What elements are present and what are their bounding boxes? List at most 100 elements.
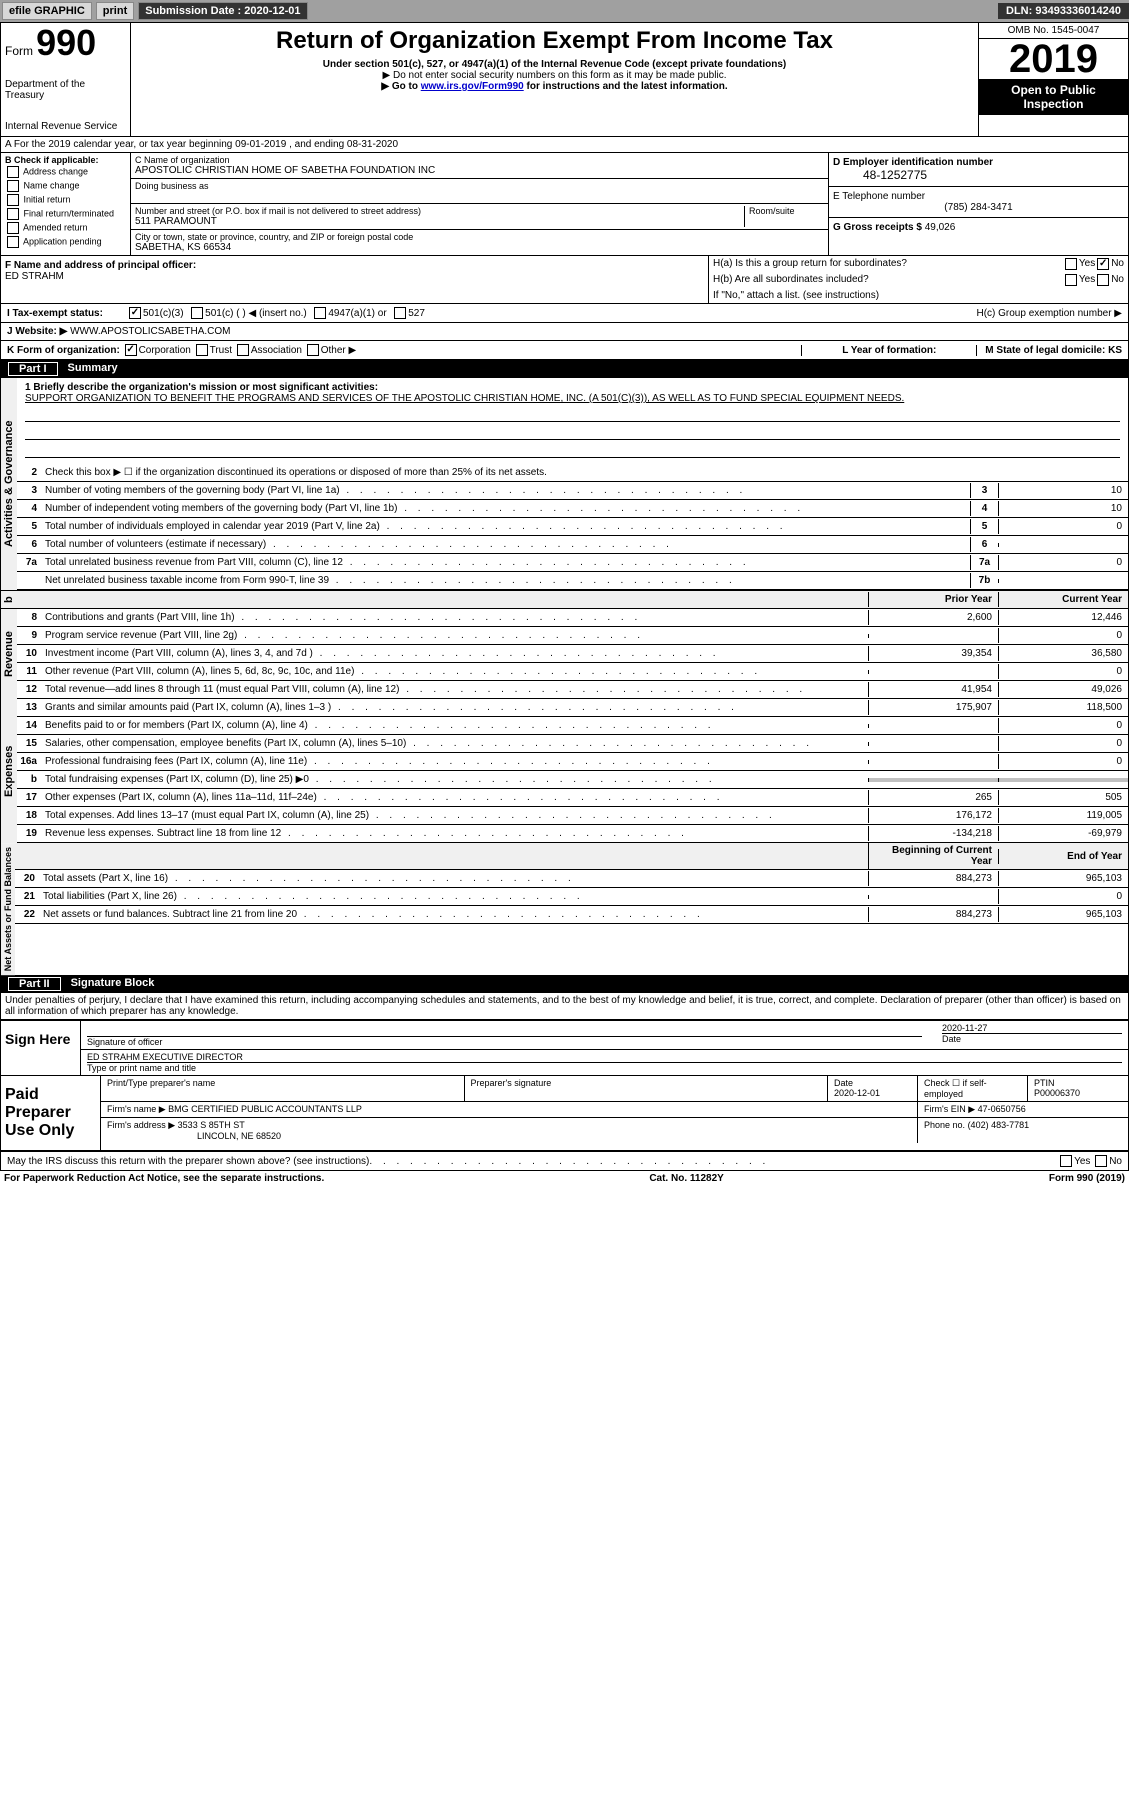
chk-initial-return[interactable] [7,194,19,206]
chk-discuss-no[interactable] [1095,1155,1107,1167]
city-label: City or town, state or province, country… [135,232,824,242]
section-b-header: B Check if applicable: [5,155,126,165]
footer-left: For Paperwork Reduction Act Notice, see … [4,1173,324,1184]
chk-final-return[interactable] [7,208,19,220]
chk-501c3[interactable] [129,307,141,319]
paid-preparer-label: Paid Preparer Use Only [1,1076,101,1150]
line-8: 8Contributions and grants (Part VIII, li… [17,609,1128,627]
footer-right: Form 990 (2019) [1049,1173,1125,1184]
efile-button[interactable]: efile GRAPHIC [2,2,92,20]
line-10: 10Investment income (Part VIII, column (… [17,645,1128,663]
top-toolbar: efile GRAPHIC print Submission Date : 20… [0,0,1129,22]
part1-num: Part I [8,362,58,376]
chk-ha-yes[interactable] [1065,258,1077,270]
col-end: End of Year [998,849,1128,864]
line-14: 14Benefits paid to or for members (Part … [17,717,1128,735]
firm-addr2: LINCOLN, NE 68520 [107,1131,911,1141]
ein-label: D Employer identification number [833,157,1124,168]
chk-corp[interactable] [125,344,137,356]
firm-ein-label: Firm's EIN ▶ [924,1104,975,1114]
chk-hb-no[interactable] [1097,274,1109,286]
gross-value: 49,026 [925,222,956,233]
street-address: 511 PARAMOUNT [135,216,744,227]
form-number: 990 [36,22,96,63]
preparer-sig-header: Preparer's signature [465,1076,829,1101]
form990-link[interactable]: www.irs.gov/Form990 [421,81,524,92]
chk-pending[interactable] [7,236,19,248]
line-k-label: K Form of organization: [7,345,120,356]
line2-label: Check this box ▶ ☐ if the organization d… [41,465,1128,480]
hb-label: H(b) Are all subordinates included? [713,274,1063,286]
chk-address-change[interactable] [7,166,19,178]
preparer-date: 2020-12-01 [834,1088,911,1098]
officer-name-label: Type or print name and title [87,1063,1122,1073]
chk-ha-no[interactable] [1097,258,1109,270]
officer-name-title: ED STRAHM EXECUTIVE DIRECTOR [87,1052,1122,1063]
irs-label: Internal Revenue Service [5,121,126,132]
gross-label: G Gross receipts $ [833,222,922,233]
summary-line-5: 5Total number of individuals employed in… [17,518,1128,536]
chk-hb-yes[interactable] [1065,274,1077,286]
chk-4947[interactable] [314,307,326,319]
form-header: Form 990 Department of the Treasury Inte… [0,22,1129,137]
firm-name-label: Firm's name ▶ [107,1104,166,1114]
ptin-value: P00006370 [1034,1088,1122,1098]
chk-amended[interactable] [7,222,19,234]
section-f-label: F Name and address of principal officer: [5,260,704,271]
line-13: 13Grants and similar amounts paid (Part … [17,699,1128,717]
sig-date-label: Date [942,1034,1122,1044]
addr-label: Number and street (or P.O. box if mail i… [135,206,744,216]
line-20: 20Total assets (Part X, line 16)884,2739… [15,870,1128,888]
line-j-label: J Website: ▶ [7,326,67,337]
website-value: WWW.APOSTOLICSABETHA.COM [70,326,230,337]
side-b: b [1,591,17,609]
line-21: 21Total liabilities (Part X, line 26)0 [15,888,1128,906]
line-b: bTotal fundraising expenses (Part IX, co… [17,771,1128,789]
ein-value: 48-1252775 [833,168,1124,182]
line-15: 15Salaries, other compensation, employee… [17,735,1128,753]
chk-name-change[interactable] [7,180,19,192]
firm-phone-label: Phone no. [924,1120,965,1130]
room-label: Room/suite [744,206,824,227]
chk-discuss-yes[interactable] [1060,1155,1072,1167]
form-word: Form [5,44,33,58]
col-begin: Beginning of Current Year [868,843,998,869]
form-title: Return of Organization Exempt From Incom… [135,27,974,55]
goto-post: for instructions and the latest informat… [527,81,728,92]
summary-line-7b: Net unrelated business taxable income fr… [17,572,1128,590]
city-state-zip: SABETHA, KS 66534 [135,242,824,253]
self-employed-header: Check ☐ if self-employed [918,1076,1028,1101]
part2-title: Signature Block [71,977,155,991]
hb-note: If "No," attach a list. (see instruction… [713,290,879,301]
firm-phone: (402) 483-7781 [968,1120,1030,1130]
chk-501c[interactable] [191,307,203,319]
dln-label: DLN: 93493336014240 [998,3,1129,19]
line-19: 19Revenue less expenses. Subtract line 1… [17,825,1128,843]
line-18: 18Total expenses. Add lines 13–17 (must … [17,807,1128,825]
tax-year: 2019 [979,39,1128,79]
part2-header: Part II Signature Block [0,975,1129,993]
open-public-badge: Open to Public Inspection [979,79,1128,115]
chk-other[interactable] [307,344,319,356]
firm-ein: 47-0650756 [978,1104,1026,1114]
hc-label: H(c) Group exemption number ▶ [976,308,1122,319]
line-a: A For the 2019 calendar year, or tax yea… [0,137,1129,153]
submission-date-badge: Submission Date : 2020-12-01 [138,2,307,20]
preparer-name-header: Print/Type preparer's name [101,1076,465,1101]
sig-date: 2020-11-27 [942,1023,1122,1034]
chk-assoc[interactable] [237,344,249,356]
side-expenses: Expenses [1,699,17,843]
chk-527[interactable] [394,307,406,319]
sig-officer-label: Signature of officer [87,1037,922,1047]
firm-name: BMG CERTIFIED PUBLIC ACCOUNTANTS LLP [168,1104,362,1114]
discuss-label: May the IRS discuss this return with the… [7,1156,369,1167]
print-button[interactable]: print [96,2,134,20]
part2-num: Part II [8,977,61,991]
dept-treasury: Department of the Treasury [5,79,126,101]
mission-text: SUPPORT ORGANIZATION TO BENEFIT THE PROG… [25,393,1120,404]
org-name: APOSTOLIC CHRISTIAN HOME OF SABETHA FOUN… [135,165,824,176]
chk-trust[interactable] [196,344,208,356]
preparer-date-header: Date [834,1078,911,1088]
line-11: 11Other revenue (Part VIII, column (A), … [17,663,1128,681]
line-l-label: L Year of formation: [801,345,976,356]
